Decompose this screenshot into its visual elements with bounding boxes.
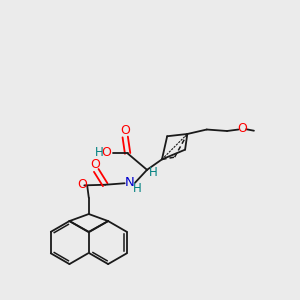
Text: O: O bbox=[101, 146, 111, 159]
Text: H: H bbox=[133, 182, 142, 194]
Text: O: O bbox=[120, 124, 130, 137]
Text: H: H bbox=[149, 166, 158, 179]
Text: O: O bbox=[77, 178, 87, 191]
Text: O: O bbox=[90, 158, 100, 171]
Text: O: O bbox=[238, 122, 248, 135]
Text: H: H bbox=[94, 146, 103, 159]
Text: N: N bbox=[125, 176, 135, 189]
